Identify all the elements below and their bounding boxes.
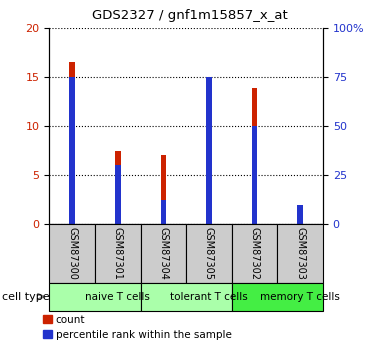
Text: GSM87304: GSM87304: [158, 227, 168, 280]
Bar: [298, 215, 303, 224]
Text: GDS2327 / gnf1m15857_x_at: GDS2327 / gnf1m15857_x_at: [92, 9, 288, 22]
Text: GSM87300: GSM87300: [67, 227, 77, 280]
Text: GSM87302: GSM87302: [250, 227, 260, 280]
Bar: [115, 165, 120, 224]
Text: cell type: cell type: [2, 292, 49, 302]
Bar: [49, 283, 141, 310]
Bar: [186, 224, 232, 283]
Bar: [115, 150, 120, 224]
Text: naive T cells: naive T cells: [86, 292, 150, 302]
Bar: [95, 224, 141, 283]
Text: GSM87305: GSM87305: [204, 227, 214, 280]
Legend: count, percentile rank within the sample: count, percentile rank within the sample: [43, 315, 231, 340]
Bar: [232, 224, 277, 283]
Bar: [70, 62, 75, 224]
Bar: [70, 77, 75, 224]
Bar: [252, 88, 257, 224]
Bar: [252, 126, 257, 224]
Bar: [161, 155, 166, 224]
Bar: [49, 224, 95, 283]
Bar: [298, 205, 303, 224]
Bar: [232, 283, 323, 310]
Bar: [206, 122, 212, 224]
Bar: [206, 77, 212, 224]
Bar: [141, 283, 232, 310]
Text: GSM87301: GSM87301: [113, 227, 123, 280]
Text: tolerant T cells: tolerant T cells: [170, 292, 248, 302]
Bar: [161, 200, 166, 224]
Text: GSM87303: GSM87303: [295, 227, 305, 280]
Text: memory T cells: memory T cells: [260, 292, 340, 302]
Bar: [141, 224, 186, 283]
Bar: [277, 224, 323, 283]
